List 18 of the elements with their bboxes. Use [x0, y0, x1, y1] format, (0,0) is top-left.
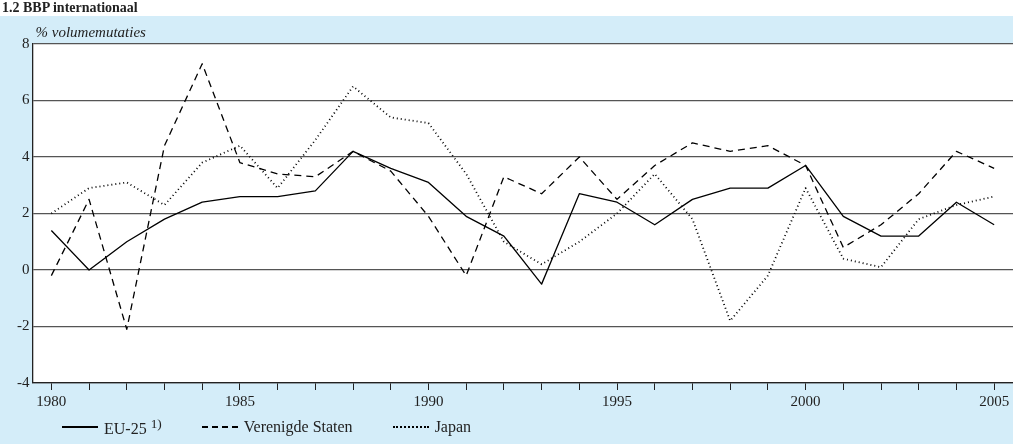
legend-label: EU-25 $^{1)}$ [104, 416, 162, 439]
x-tick-label: 1990 [413, 392, 444, 409]
x-tick-label: 1995 [602, 392, 633, 409]
y-tick-label: 6 [22, 91, 30, 108]
legend-label: Japan [434, 418, 472, 437]
x-tick-label: 2000 [790, 392, 821, 409]
y-tick-label: 8 [22, 34, 30, 51]
legend-label: Verenigde Staten [243, 418, 353, 437]
chart-title: 1.2 BBP internationaal [1, 0, 139, 16]
y-tick-label: 4 [22, 147, 30, 164]
x-tick-label: 2005 [979, 392, 1010, 409]
y-tick-label: -4 [17, 373, 30, 390]
y-tick-label: -2 [17, 317, 30, 334]
x-tick-label: 1980 [36, 392, 67, 409]
x-tick-label: 1985 [224, 392, 255, 409]
y-tick-label: 2 [22, 204, 30, 221]
y-axis-title: % volumemutaties [35, 24, 147, 41]
y-tick-label: 0 [22, 260, 30, 277]
